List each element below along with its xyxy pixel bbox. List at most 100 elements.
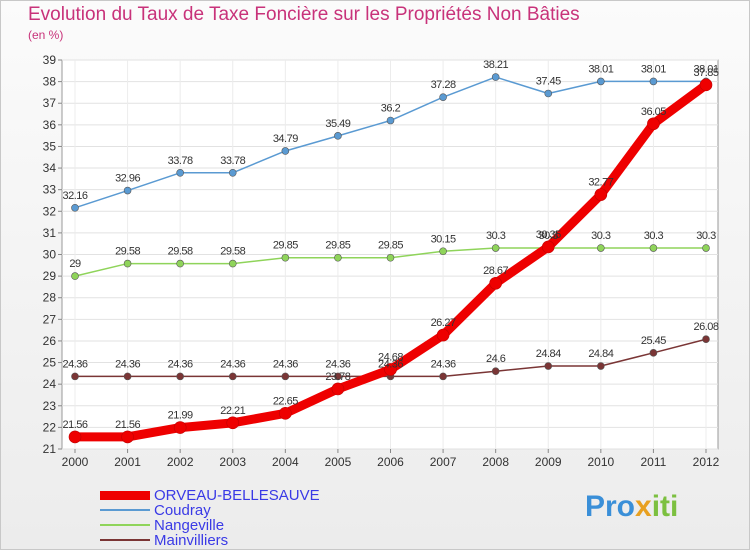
y-tick-label: 33 xyxy=(43,183,57,197)
data-label: 30.3 xyxy=(644,230,664,242)
y-tick-label: 23 xyxy=(43,399,57,413)
data-point xyxy=(173,421,187,434)
y-tick-label: 26 xyxy=(43,334,57,348)
data-point xyxy=(71,272,79,280)
data-label: 32.77 xyxy=(588,177,613,189)
legend-item: Mainvilliers xyxy=(100,532,228,549)
data-point xyxy=(489,276,502,290)
data-label: 36.2 xyxy=(381,103,401,115)
x-tick-label: 2000 xyxy=(62,455,89,469)
data-point xyxy=(541,240,555,254)
x-tick-label: 2012 xyxy=(693,455,720,469)
data-label: 37.45 xyxy=(536,75,561,87)
data-point xyxy=(649,349,658,357)
data-label: 24.6 xyxy=(486,353,506,365)
data-point xyxy=(123,186,132,195)
data-point xyxy=(597,362,605,370)
data-point xyxy=(281,372,290,381)
logo-x: x xyxy=(635,490,652,523)
data-point xyxy=(228,372,237,381)
legend-item: Coudray xyxy=(100,501,211,519)
data-point xyxy=(597,244,605,252)
data-label: 29.85 xyxy=(325,240,350,252)
proxiti-logo: Proxiti xyxy=(585,490,678,524)
data-point xyxy=(123,259,132,268)
data-label: 38.01 xyxy=(693,63,718,75)
x-tick-label: 2004 xyxy=(272,455,299,469)
data-label: 30.3 xyxy=(486,230,506,242)
data-label: 29.85 xyxy=(378,240,403,252)
x-tick-label: 2010 xyxy=(587,455,614,469)
data-label: 33.78 xyxy=(220,155,245,167)
data-point xyxy=(71,372,79,381)
data-label: 29.58 xyxy=(220,246,245,258)
data-label: 33.78 xyxy=(168,155,193,167)
y-tick-label: 31 xyxy=(43,226,57,240)
chart-title: Evolution du Taux de Taxe Foncière sur l… xyxy=(28,4,580,25)
data-label: 22.65 xyxy=(273,395,298,407)
data-label: 32.16 xyxy=(62,190,87,202)
data-label: 38.01 xyxy=(588,63,613,75)
data-label: 24.36 xyxy=(62,358,87,370)
data-point xyxy=(439,372,447,381)
data-point xyxy=(226,416,240,430)
data-label: 22.21 xyxy=(220,405,245,417)
y-tick-label: 22 xyxy=(43,420,57,434)
y-tick-label: 21 xyxy=(43,442,57,456)
data-point xyxy=(647,117,660,131)
y-tick-label: 25 xyxy=(43,356,57,370)
data-label: 24.36 xyxy=(378,358,403,370)
logo-pro: Pro xyxy=(585,490,636,523)
data-point xyxy=(121,430,134,444)
data-label: 24.36 xyxy=(115,358,140,370)
y-tick-label: 37 xyxy=(43,96,57,110)
logo-iti: iti xyxy=(651,490,679,523)
data-label: 29 xyxy=(69,258,81,270)
data-point xyxy=(597,77,605,86)
data-point xyxy=(176,372,184,381)
data-label: 30.35 xyxy=(536,229,561,241)
data-point xyxy=(699,78,713,92)
data-point xyxy=(68,430,82,444)
data-label: 29.58 xyxy=(168,246,193,258)
y-tick-label: 39 xyxy=(43,53,57,67)
data-point xyxy=(439,247,447,256)
data-label: 26.08 xyxy=(693,321,718,333)
data-point xyxy=(281,147,290,155)
data-label: 24.84 xyxy=(588,348,613,360)
data-label: 21.56 xyxy=(115,419,140,431)
y-tick-label: 27 xyxy=(43,312,57,326)
legend-item: Nangeville xyxy=(100,517,224,534)
y-tick-label: 30 xyxy=(43,248,57,262)
data-label: 34.79 xyxy=(273,133,298,145)
data-label: 38.21 xyxy=(483,59,508,71)
data-point xyxy=(386,253,395,262)
data-point xyxy=(436,328,450,342)
data-label: 37.28 xyxy=(431,79,456,91)
data-point xyxy=(439,93,447,101)
legend-label: Coudray xyxy=(154,501,211,519)
data-label: 23.78 xyxy=(325,371,350,383)
data-label: 29.58 xyxy=(115,246,140,258)
data-point xyxy=(594,188,608,201)
legend-item: ORVEAU-BELLESAUVE xyxy=(100,486,320,504)
data-point xyxy=(491,73,500,81)
data-point xyxy=(384,363,397,376)
data-point xyxy=(334,132,342,140)
data-label: 24.36 xyxy=(168,358,193,370)
y-tick-label: 29 xyxy=(43,269,57,283)
data-label: 24.68 xyxy=(378,351,403,363)
data-label: 30.3 xyxy=(591,230,611,242)
data-point xyxy=(176,259,184,268)
data-point xyxy=(176,169,184,177)
x-tick-label: 2005 xyxy=(325,455,352,469)
data-label: 24.36 xyxy=(325,358,350,370)
y-tick-label: 24 xyxy=(43,377,57,391)
data-point xyxy=(386,116,395,125)
data-label: 25.45 xyxy=(641,335,666,347)
legend-swatch xyxy=(100,490,150,500)
legend-swatch xyxy=(100,539,150,541)
legend-label: ORVEAU-BELLESAUVE xyxy=(154,486,320,504)
data-point xyxy=(334,253,342,262)
x-tick-label: 2007 xyxy=(430,455,457,469)
